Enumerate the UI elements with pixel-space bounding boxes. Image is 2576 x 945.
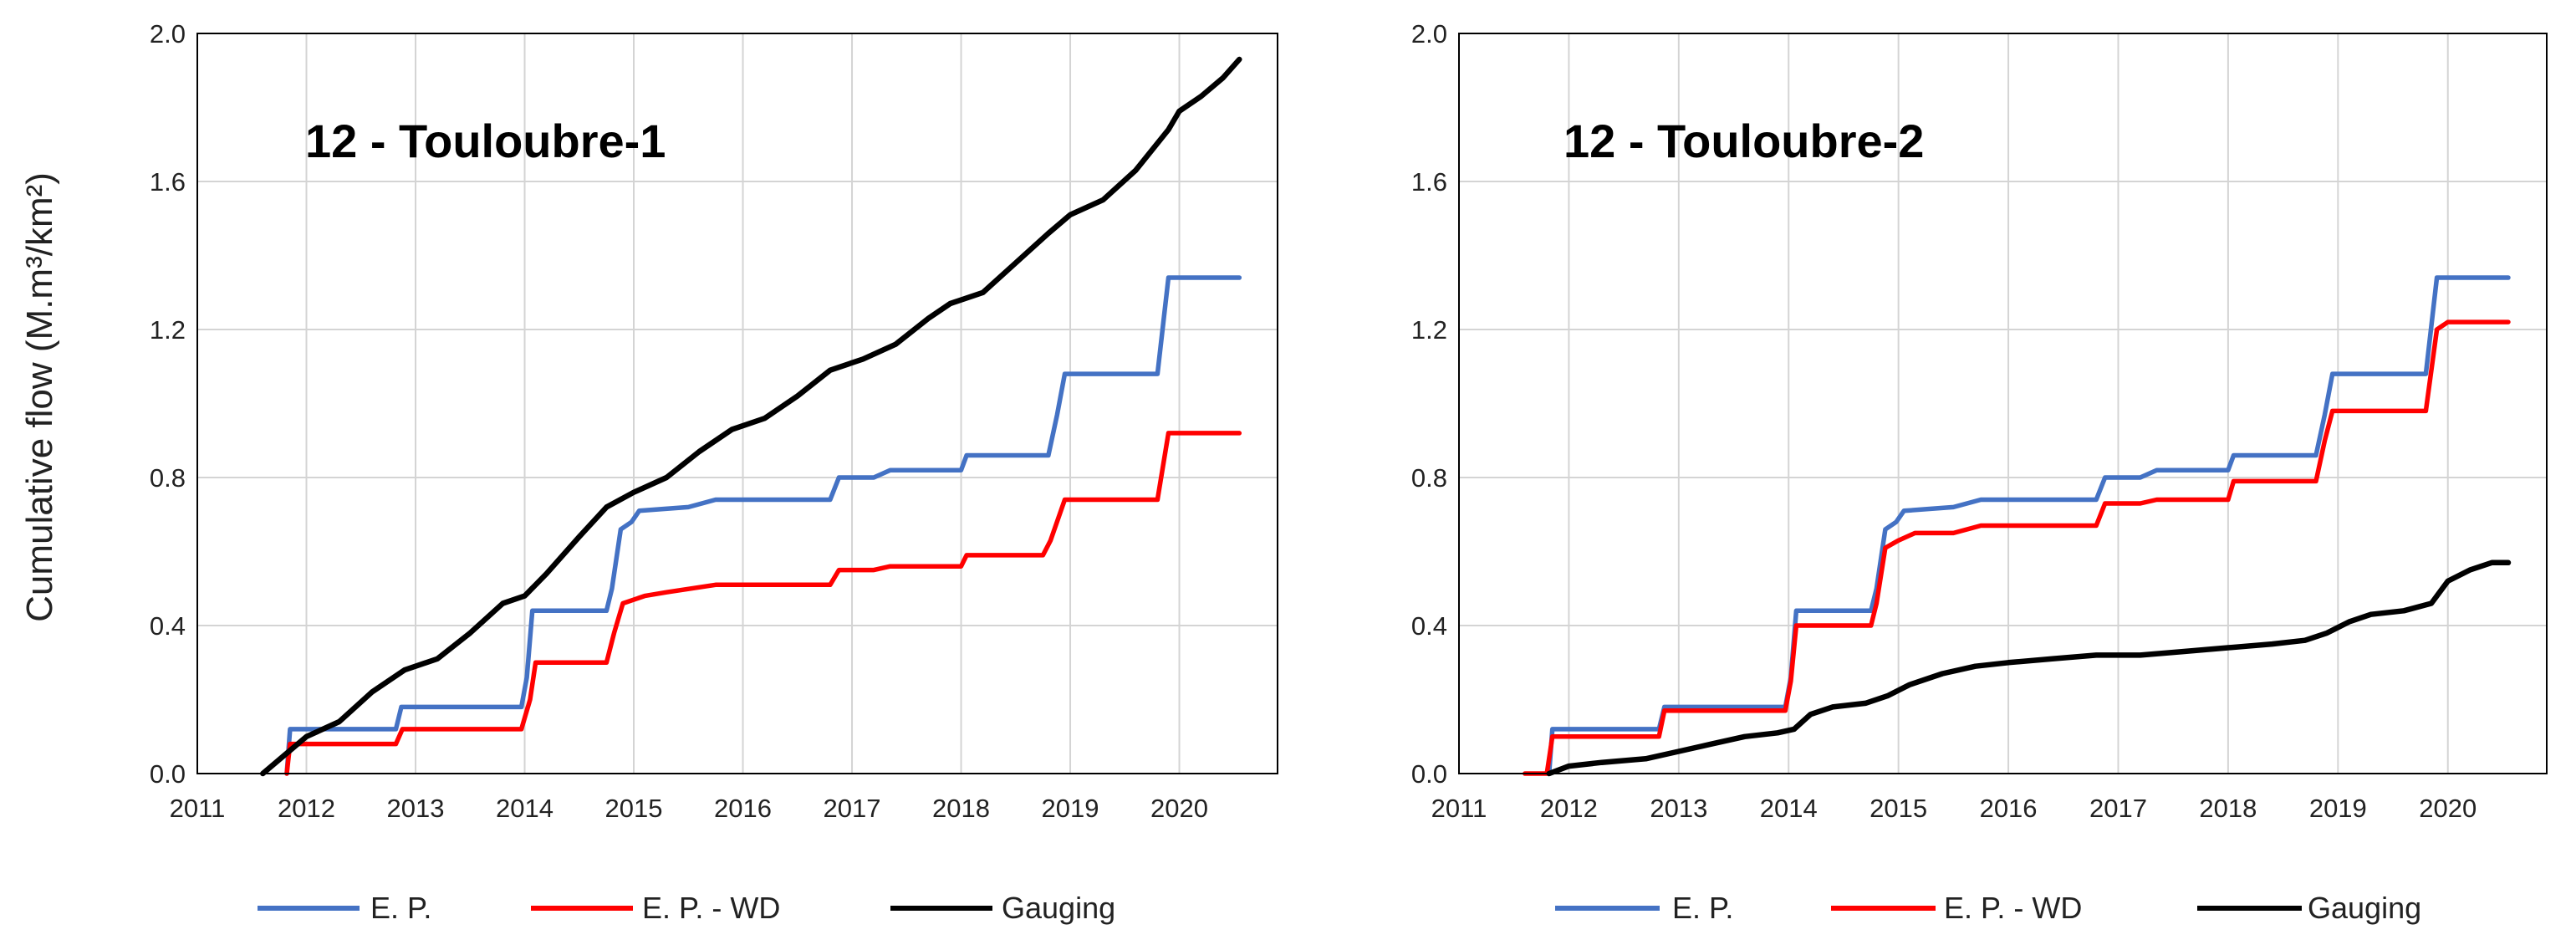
y-tick-label: 1.2	[150, 315, 186, 345]
series-line-ep	[284, 275, 1242, 776]
x-tick-label: 2018	[932, 794, 990, 823]
x-tick-label: 2017	[2089, 794, 2147, 823]
legend-label-ep-wd: E. P. - WD	[1944, 891, 2082, 925]
x-tick-label: 2020	[2419, 794, 2477, 823]
legend-label-ep: E. P.	[1672, 891, 1733, 925]
y-tick-label: 0.8	[1411, 463, 1447, 493]
x-tick-label: 2016	[714, 794, 772, 823]
y-tick-label: 0.8	[150, 463, 186, 493]
series-line-epwd	[1523, 319, 2511, 776]
x-tick-label: 2020	[1150, 794, 1208, 823]
x-tick-label: 2012	[278, 794, 335, 823]
series-line-gauging	[260, 56, 1242, 777]
y-tick-label: 1.6	[150, 167, 186, 197]
x-tick-label: 2015	[605, 794, 663, 823]
x-tick-label: 2013	[387, 794, 445, 823]
x-tick-label: 2016	[1980, 794, 2038, 823]
plot-frame	[196, 33, 1278, 774]
y-tick-label: 2.0	[150, 19, 186, 49]
chart-touloubre-1: Cumulative flow (M.m³/km²) 2011 2012 2013 2…	[19, 19, 1278, 823]
y-tick-label: 0.0	[1411, 759, 1447, 789]
plot-frame	[1458, 33, 2548, 774]
y-axis-label: Cumulative flow (M.m³/km²)	[19, 172, 60, 622]
legend-label-ep: E. P.	[370, 891, 431, 925]
x-tick-label: 2015	[1870, 794, 1927, 823]
x-tick-label: 2012	[1540, 794, 1598, 823]
y-tick-label: 0.4	[1411, 611, 1447, 641]
y-tick-label: 0.4	[150, 611, 186, 641]
x-tick-label: 2014	[496, 794, 553, 823]
series-line-gauging	[1546, 559, 2512, 777]
x-tick-label: 2013	[1650, 794, 1707, 823]
x-tick-label: 2019	[2309, 794, 2367, 823]
legend-chart-1: E. P. E. P. - WD Gauging	[258, 891, 1115, 925]
chart-title: 12 - Touloubre-1	[305, 115, 666, 167]
x-tick-label: 2011	[170, 794, 226, 823]
x-tick-label: 2017	[824, 794, 881, 823]
chart-touloubre-2: 2011 2012 2013 2014 2015 2016 2017 2018 2019 2020…	[1411, 19, 2548, 823]
x-tick-label: 2019	[1042, 794, 1099, 823]
chart-title: 12 - Touloubre-2	[1563, 115, 1924, 167]
y-tick-label: 1.6	[1411, 167, 1447, 197]
x-tick-label: 2011	[1431, 794, 1487, 823]
legend-label-ep-wd: E. P. - WD	[642, 891, 780, 925]
y-tick-label: 1.2	[1411, 315, 1447, 345]
series-line-epwd	[284, 431, 1242, 776]
y-tick-label: 2.0	[1411, 19, 1447, 49]
x-tick-label: 2014	[1760, 794, 1818, 823]
x-tick-label: 2018	[2199, 794, 2257, 823]
legend-label-gauging: Gauging	[1002, 891, 1115, 925]
y-tick-label: 0.0	[150, 759, 186, 789]
legend-chart-2: E. P. E. P. - WD Gauging	[1555, 891, 2421, 925]
legend-label-gauging: Gauging	[2308, 891, 2421, 925]
